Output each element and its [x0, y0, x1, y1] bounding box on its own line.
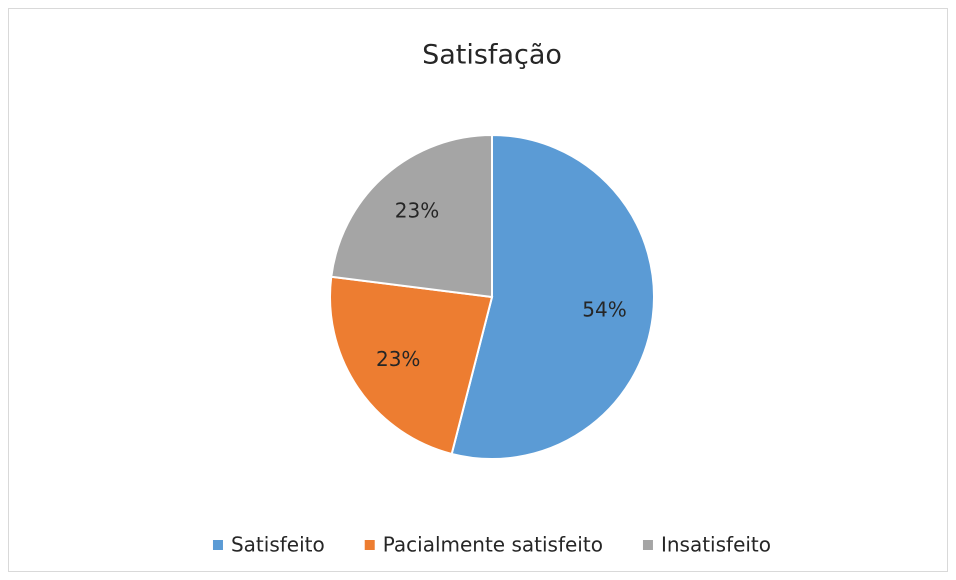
chart-title: Satisfação: [422, 40, 562, 71]
data-label: 23%: [395, 198, 439, 222]
data-label: 54%: [582, 298, 626, 322]
legend-swatch: [212, 540, 223, 550]
legend-label: Pacialmente satisfeito: [383, 533, 603, 557]
pie-slice: [330, 133, 493, 299]
legend-label: Satisfeito: [231, 533, 325, 557]
pie-slice: [450, 133, 655, 460]
legend-swatch: [364, 540, 375, 550]
legend-label: Insatisfeito: [661, 533, 771, 557]
legend-swatch: [642, 540, 653, 550]
data-label: 23%: [376, 347, 420, 371]
pie-slice: [329, 275, 494, 456]
